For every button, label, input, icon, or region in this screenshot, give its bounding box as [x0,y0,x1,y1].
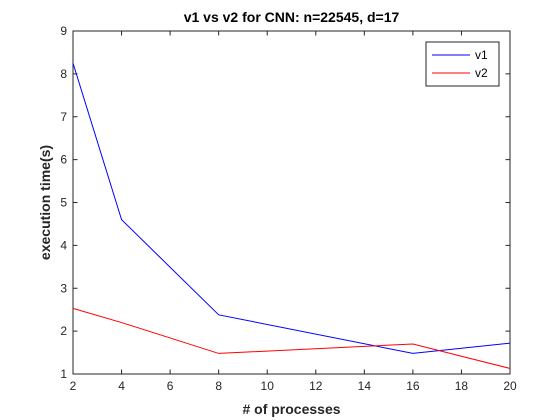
x-tick-label: 10 [261,379,275,393]
x-tick-label: 16 [406,379,420,393]
y-axis-label: execution time(s) [37,145,53,260]
x-tick-label: 18 [455,379,469,393]
legend-label-v1: v1 [475,48,488,62]
x-tick-label: 6 [167,379,174,393]
x-tick-label: 2 [70,379,77,393]
y-tick-label: 4 [60,238,67,252]
y-tick-label: 2 [60,324,67,338]
chart-title: v1 vs v2 for CNN: n=22545, d=17 [184,9,400,25]
x-tick-label: 20 [503,379,517,393]
x-tick-label: 12 [309,379,323,393]
y-tick-label: 6 [60,153,67,167]
y-tick-label: 7 [60,110,67,124]
y-tick-label: 8 [60,67,67,81]
y-tick-label: 9 [60,24,67,38]
y-tick-label: 3 [60,281,67,295]
x-tick-label: 4 [118,379,125,393]
x-tick-label: 8 [215,379,222,393]
x-axis-label: # of processes [242,401,340,417]
y-tick-label: 5 [60,196,67,210]
x-tick-label: 14 [358,379,372,393]
y-tick-label: 1 [60,367,67,381]
legend-box [426,42,499,86]
legend-label-v2: v2 [475,66,488,80]
